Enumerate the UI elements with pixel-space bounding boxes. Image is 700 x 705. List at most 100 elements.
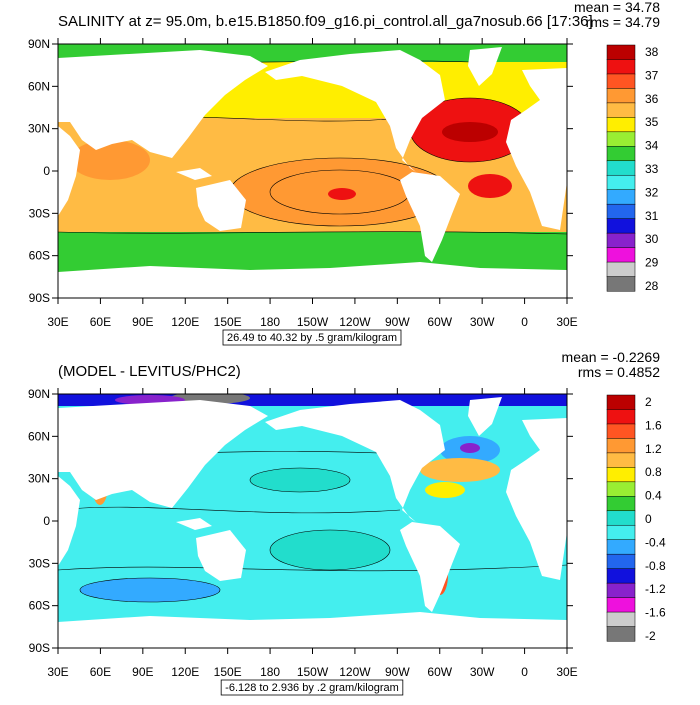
lon-label: 180 — [260, 315, 280, 329]
colorbar-box — [606, 394, 636, 411]
colorbar-box — [606, 102, 636, 118]
colorbar-box — [606, 59, 636, 75]
colorbar-label: 1.2 — [645, 442, 662, 456]
colorbar-label: 29 — [645, 256, 659, 270]
lat-label: 30N — [28, 472, 50, 486]
colorbar-box — [606, 261, 636, 278]
colorbar-label: 28 — [645, 279, 659, 293]
colorbar-box — [606, 524, 636, 541]
colorbar-box — [606, 438, 636, 454]
contour-info: 26.49 to 40.32 by .5 gram/kilogram — [227, 332, 397, 344]
lon-label: 60W — [427, 315, 452, 329]
colorbar-box — [606, 189, 636, 205]
colorbar-box — [606, 597, 636, 613]
lon-label: 30W — [470, 315, 495, 329]
lat-label: 0 — [43, 164, 50, 178]
mean-label: mean = -0.2269 — [562, 349, 661, 365]
mean-label: mean = 34.78 — [574, 0, 660, 15]
lon-label: 120W — [339, 315, 371, 329]
colorbar-label: -2 — [645, 629, 656, 643]
lon-label: 0 — [521, 315, 528, 329]
lon-label: 150W — [297, 315, 329, 329]
lat-label: 30N — [28, 122, 50, 136]
colorbar-label: 2 — [645, 395, 652, 409]
colorbar-box — [606, 481, 636, 497]
colorbar-box — [606, 203, 636, 220]
rms-label: rms = 0.4852 — [578, 364, 660, 380]
lon-label: 150E — [214, 315, 242, 329]
lon-label: 120E — [171, 665, 199, 679]
panel-title: (MODEL - LEVITUS/PHC2) — [58, 363, 241, 380]
colorbar-label: 36 — [645, 92, 659, 106]
colorbar-label: -1.2 — [645, 582, 666, 596]
colorbar-label: 0.4 — [645, 489, 662, 503]
colorbar-label: 0 — [645, 512, 652, 526]
colorbar-box — [606, 539, 636, 555]
colorbar-box — [606, 510, 636, 526]
colorbar-label: 37 — [645, 68, 659, 82]
lat-label: 30S — [29, 206, 50, 220]
colorbar-label: 35 — [645, 115, 659, 129]
lon-label: 30E — [47, 665, 68, 679]
colorbar-box — [606, 160, 636, 176]
colorbar-box — [606, 452, 636, 468]
lon-label: 90W — [385, 315, 410, 329]
lon-label: 60E — [90, 315, 111, 329]
contour-info-box — [222, 329, 402, 346]
colorbar-box — [606, 568, 636, 584]
colorbar-label: -0.8 — [645, 559, 666, 573]
colorbar-box — [606, 467, 636, 483]
colorbar-box — [606, 117, 636, 133]
lat-label: 30S — [29, 556, 50, 570]
colorbar-box — [606, 423, 636, 439]
lon-label: 30W — [470, 665, 495, 679]
lat-label: 60S — [29, 249, 50, 263]
lon-label: 120W — [339, 665, 371, 679]
difference-map — [58, 394, 567, 648]
panel-title: SALINITY at z= 95.0m, b.e15.B1850.f09_g1… — [58, 13, 593, 30]
lat-label: 60N — [28, 79, 50, 93]
lat-label: 90S — [29, 641, 50, 655]
rms-label: rms = 34.79 — [586, 14, 661, 30]
salinity-map — [58, 44, 567, 298]
colorbar-label: -0.4 — [645, 535, 666, 549]
contour-info-box — [220, 679, 404, 696]
lat-label: 90S — [29, 291, 50, 305]
colorbar-box — [606, 409, 636, 425]
colorbar-box — [606, 218, 636, 234]
colorbar-box — [606, 131, 636, 147]
colorbar-label: 38 — [645, 45, 659, 59]
lat-label: 90N — [28, 387, 50, 401]
colorbar-box — [606, 247, 636, 263]
colorbar-box — [606, 496, 636, 512]
lon-label: 90E — [132, 315, 153, 329]
colorbar-label: 0.8 — [645, 465, 662, 479]
colorbar-label: 31 — [645, 209, 659, 223]
lon-label: 150E — [214, 665, 242, 679]
colorbar-box — [606, 44, 636, 61]
lon-label: 30E — [47, 315, 68, 329]
colorbar-box — [606, 626, 636, 642]
lon-label: 60E — [90, 665, 111, 679]
lon-label: 0 — [521, 665, 528, 679]
lon-label: 120E — [171, 315, 199, 329]
colorbar-label: 1.6 — [645, 418, 662, 432]
colorbar-box — [606, 553, 636, 570]
lon-label: 30E — [556, 315, 577, 329]
lon-label: 90E — [132, 665, 153, 679]
lon-label: 30E — [556, 665, 577, 679]
colorbar-label: 32 — [645, 185, 659, 199]
lon-label: 150W — [297, 665, 329, 679]
lon-label: 180 — [260, 665, 280, 679]
lat-label: 60N — [28, 429, 50, 443]
colorbar-box — [606, 611, 636, 628]
colorbar-box — [606, 73, 636, 89]
colorbar-box — [606, 174, 636, 191]
colorbar-label: 33 — [645, 162, 659, 176]
colorbar-label: 30 — [645, 232, 659, 246]
lat-label: 90N — [28, 37, 50, 51]
colorbar-box — [606, 276, 636, 292]
lat-label: 0 — [43, 514, 50, 528]
